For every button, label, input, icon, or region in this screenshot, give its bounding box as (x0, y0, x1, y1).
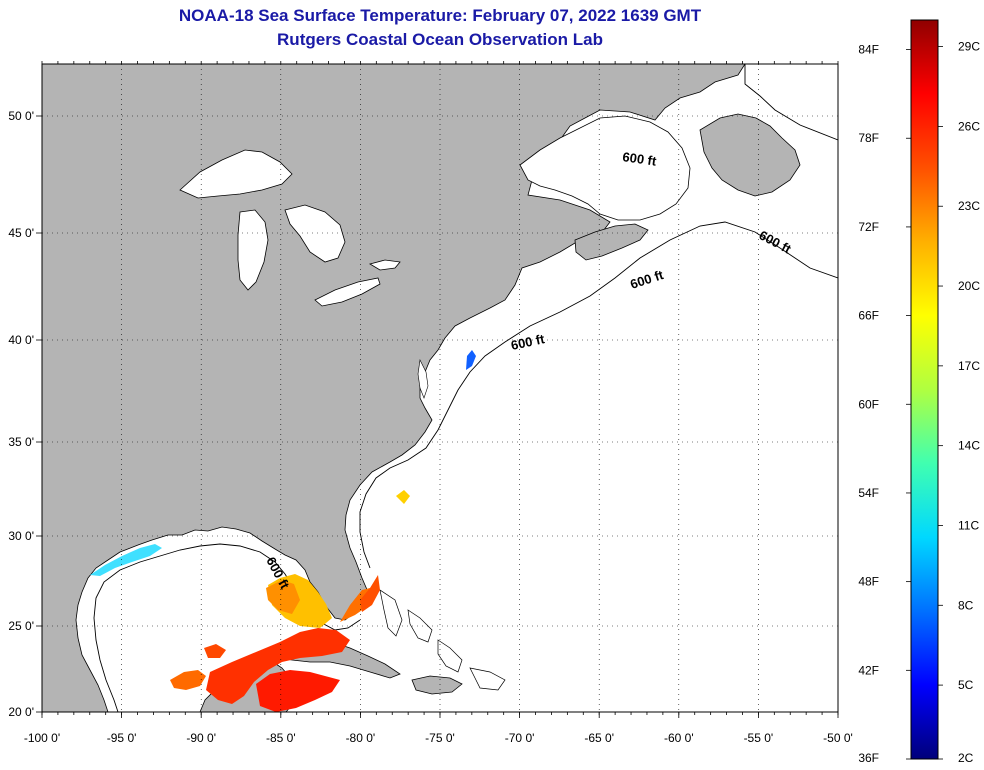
colorbar-c-label: 5C (958, 678, 974, 692)
land-nova-scotia (574, 223, 649, 261)
colorbar-f-label: 42F (858, 663, 879, 677)
sst-patch-gulf-stream (360, 575, 380, 612)
colorbar-c-label: 17C (958, 359, 980, 373)
sst-patch-gulf-loop (206, 628, 350, 704)
colorbar-f-label: 72F (858, 220, 879, 234)
lat-label: 45 0' (8, 226, 34, 240)
lon-label: -95 0' (107, 731, 137, 745)
chesapeake-bay (417, 359, 429, 399)
contour-label-nova: 600 ft (622, 149, 658, 169)
colorbar-c-label: 26C (958, 119, 980, 133)
colorbar (910, 19, 939, 760)
land-hispaniola (411, 675, 463, 695)
lat-label: 40 0' (8, 333, 34, 347)
colorbar-c-label: 14C (958, 439, 980, 453)
sst-patch-texas-coast (90, 544, 162, 576)
colorbar-f-label: 78F (858, 131, 879, 145)
colorbar-f-label: 66F (858, 309, 879, 323)
colorbar-f-label: 36F (858, 751, 879, 765)
lake-superior (179, 149, 293, 199)
lake-erie (314, 277, 381, 307)
sst-patch-atlantic-offshore (396, 490, 410, 504)
graticule (42, 64, 838, 712)
colorbar-c-label: 8C (958, 598, 974, 612)
colorbar-c-label: 20C (958, 279, 980, 293)
sst-patch-west-florida-inner (266, 580, 300, 614)
lat-label: 50 0' (8, 109, 34, 123)
lon-label: -85 0' (266, 731, 296, 745)
lake-ontario (368, 259, 401, 271)
lon-label: -65 0' (584, 731, 614, 745)
colorbar-f-label: 60F (858, 397, 879, 411)
contour-label-mid-atlantic: 600 ft (510, 331, 547, 353)
lon-label: -100 0' (24, 731, 60, 745)
map-title: NOAA-18 Sea Surface Temperature: Februar… (178, 6, 702, 25)
lon-label: -50 0' (823, 731, 853, 745)
lat-label: 20 0' (8, 705, 34, 719)
lon-label: -75 0' (425, 731, 455, 745)
colorbar-f-label: 54F (858, 486, 879, 500)
sst-patch-mid-gulf (204, 644, 226, 658)
colorbar-c-label: 2C (958, 751, 974, 765)
lat-label: 30 0' (8, 529, 34, 543)
colorbar-c-label: 29C (958, 40, 980, 54)
lon-label: -60 0' (664, 731, 694, 745)
lake-michigan (237, 209, 269, 291)
colorbar-c-label: 23C (958, 199, 980, 213)
lake-huron (284, 204, 346, 263)
bahamas-outline (379, 589, 506, 691)
lon-label: -55 0' (744, 731, 774, 745)
colorbar-f-label: 48F (858, 575, 879, 589)
lon-label: -80 0' (346, 731, 376, 745)
frame-ticks (36, 61, 839, 718)
map-subtitle: Rutgers Coastal Ocean Observation Lab (277, 30, 603, 49)
gulf-st-lawrence (519, 115, 691, 221)
colorbar-c-label: 11C (958, 518, 979, 532)
lat-label: 25 0' (8, 619, 34, 633)
lon-label: -70 0' (505, 731, 535, 745)
sst-data (90, 350, 476, 712)
lat-label: 35 0' (8, 435, 34, 449)
sst-patch-mid-atlantic (466, 350, 476, 370)
sst-patch-west-gulf (170, 670, 206, 690)
sst-patch-caribbean (256, 670, 340, 712)
colorbar-f-label: 84F (858, 43, 879, 57)
lon-label: -90 0' (186, 731, 216, 745)
